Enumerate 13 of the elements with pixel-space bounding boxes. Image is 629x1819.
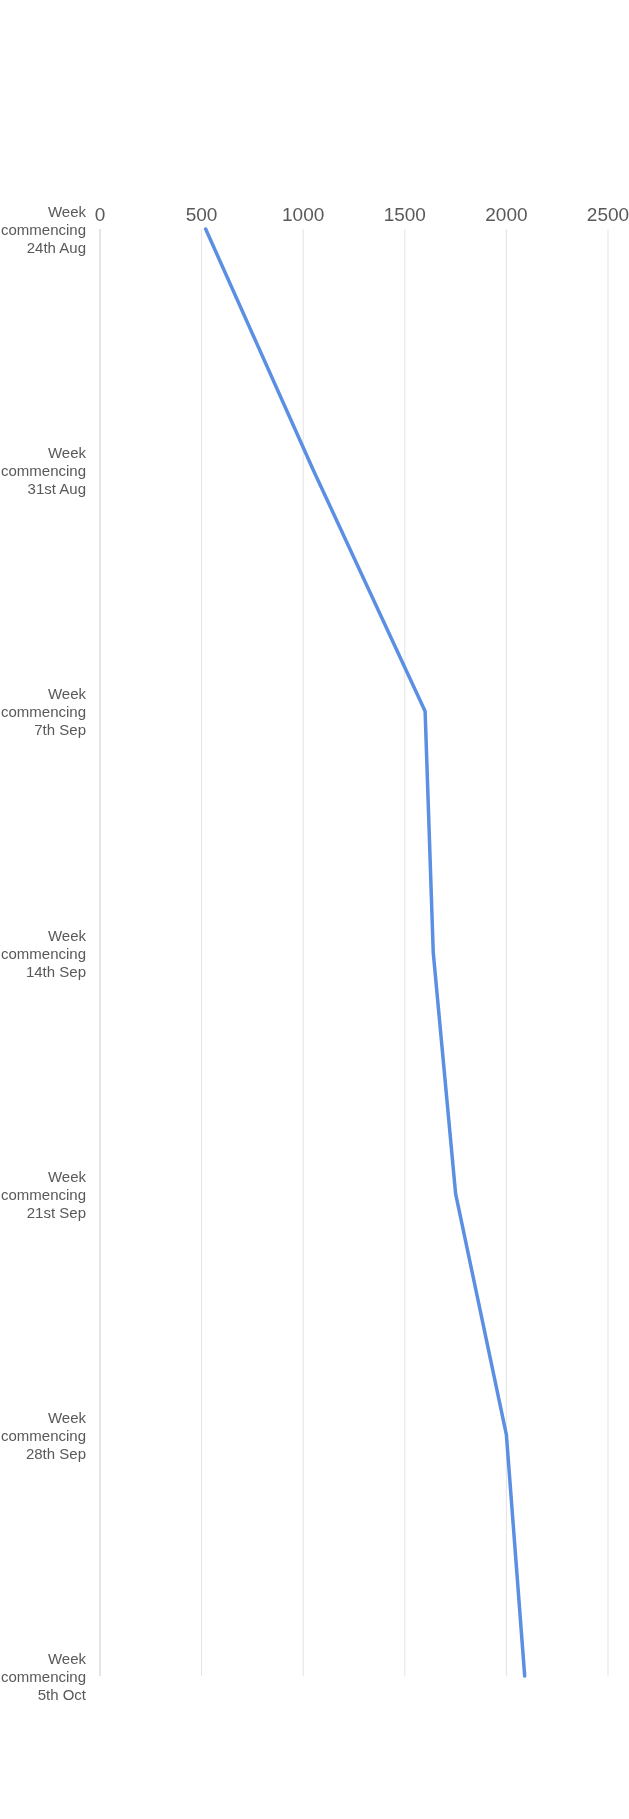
y-tick-label: Week commencing 14th Sep bbox=[0, 926, 87, 979]
y-tick-label: Week commencing 7th Sep bbox=[0, 684, 87, 738]
y-tick-label: Week commencing 24th Aug bbox=[0, 202, 87, 256]
x-tick-label: 0 bbox=[94, 204, 106, 225]
x-tick-label: 1000 bbox=[282, 204, 325, 225]
y-tick-label: Week commencing 28th Sep bbox=[0, 1408, 87, 1462]
x-tick-label: 2000 bbox=[485, 204, 528, 225]
x-tick-label: 500 bbox=[185, 204, 218, 225]
x-tick-label: 1500 bbox=[383, 204, 426, 225]
y-tick-label: Week commencing 21st Sep bbox=[0, 1167, 87, 1221]
y-tick-label: Week commencing 5th Oct bbox=[0, 1649, 87, 1703]
y-tick-label: Week commencing 31st Aug bbox=[0, 443, 87, 497]
x-tick-label: 2500 bbox=[586, 204, 629, 225]
